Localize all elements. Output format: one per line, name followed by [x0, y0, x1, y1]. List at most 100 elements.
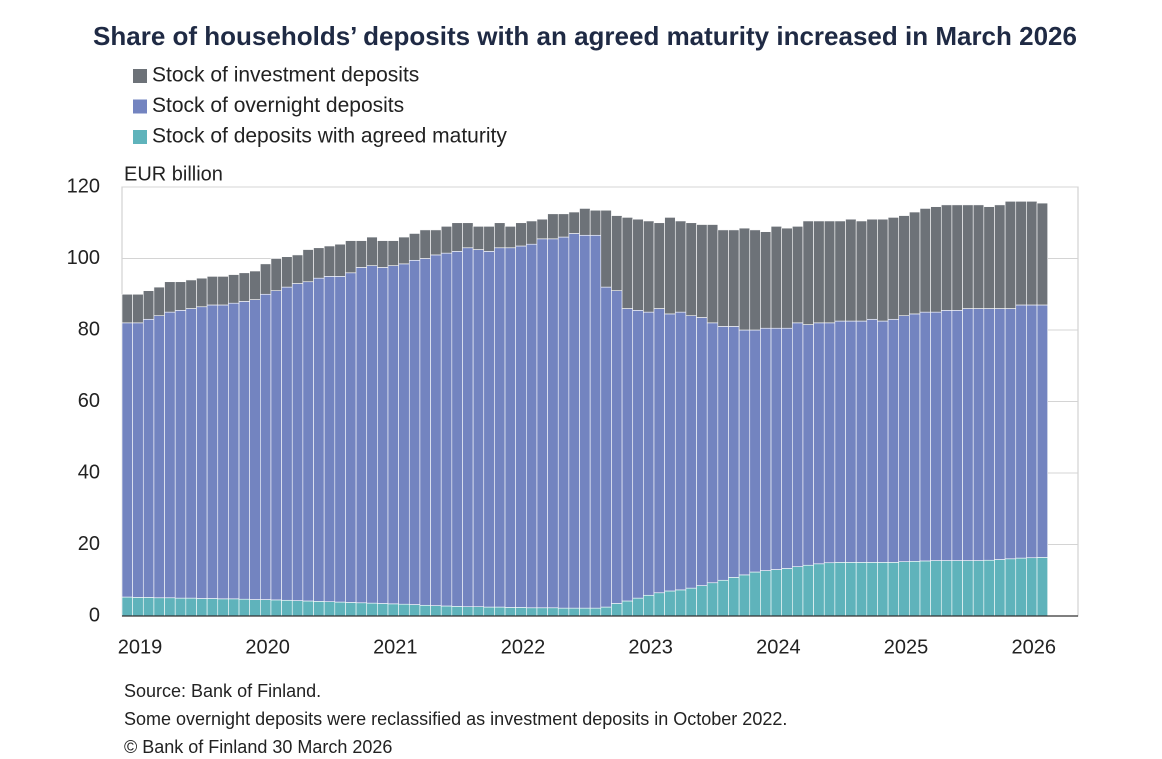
- bar-segment: [568, 607, 580, 617]
- bar-segment: [749, 229, 761, 331]
- bar-segment: [792, 226, 804, 324]
- bar-segment: [398, 603, 410, 617]
- bar-segment: [217, 304, 229, 600]
- bar-segment: [653, 222, 665, 309]
- bar-segment: [238, 272, 250, 302]
- y-tick-label: 20: [78, 533, 100, 555]
- bar-segment: [685, 222, 697, 316]
- bar-segment: [355, 240, 368, 268]
- bar-segment: [345, 272, 357, 603]
- bar-segment: [281, 286, 293, 601]
- bar-segment: [419, 258, 431, 606]
- bar-segment: [802, 324, 814, 566]
- bar-segment: [919, 208, 931, 313]
- bar-segment: [781, 227, 793, 329]
- bar-segment: [270, 290, 282, 601]
- bar-segment: [153, 597, 165, 617]
- bar-segment: [196, 277, 208, 308]
- bar-segment: [536, 607, 548, 617]
- bar-segment: [696, 317, 708, 586]
- bar-segment: [1004, 558, 1017, 617]
- bar-segment: [802, 220, 814, 325]
- bar-segment: [408, 233, 421, 261]
- bar-segment: [685, 587, 697, 617]
- bar-segment: [547, 238, 559, 609]
- bar-segment: [260, 599, 272, 617]
- bar-segment: [621, 600, 634, 617]
- bar-segment: [632, 597, 644, 617]
- x-tick-label: 2024: [756, 636, 801, 658]
- bar-segment: [430, 605, 442, 617]
- bar-segment: [940, 204, 953, 311]
- bar-segment: [994, 204, 1006, 309]
- bar-segment: [770, 569, 782, 617]
- bar-segment: [238, 598, 250, 617]
- bar-segment: [472, 226, 485, 250]
- bar-segment: [1036, 557, 1048, 617]
- bar-segment: [291, 283, 304, 601]
- bar-segment: [494, 222, 506, 249]
- bar-segment: [887, 217, 900, 320]
- bar-segment: [313, 277, 325, 602]
- bar-segment: [260, 263, 272, 295]
- bar-segment: [451, 222, 463, 252]
- bar-segment: [994, 559, 1006, 617]
- bar-segment: [345, 602, 357, 617]
- bar-segment: [164, 597, 176, 617]
- bar-segment: [196, 306, 208, 599]
- bar-segment: [919, 311, 931, 562]
- bar-segment: [632, 310, 644, 599]
- bar-segment: [951, 204, 963, 311]
- bar-segment: [781, 568, 793, 617]
- bar-segment: [1004, 308, 1017, 560]
- bar-segment: [387, 603, 399, 617]
- bar-segment: [621, 217, 634, 309]
- bar-segment: [983, 308, 995, 561]
- bar-segment: [377, 603, 389, 617]
- bar-segment: [451, 251, 463, 607]
- bar-segment: [802, 564, 814, 617]
- bar-segment: [962, 560, 974, 617]
- bar-segment: [579, 234, 591, 609]
- bar-segment: [217, 276, 229, 306]
- x-tick-label: 2023: [628, 636, 673, 658]
- bar-segment: [217, 598, 229, 617]
- bar-segment: [674, 589, 687, 617]
- bar-segment: [174, 597, 187, 617]
- bar-segment: [526, 607, 538, 617]
- bar-segment: [983, 206, 995, 309]
- bar-segment: [749, 329, 761, 573]
- bar-segment: [228, 302, 240, 600]
- bar-segment: [1026, 304, 1038, 559]
- bar-segment: [1015, 304, 1027, 559]
- bar-segment: [334, 243, 346, 277]
- bar-segment: [334, 601, 346, 617]
- bar-segment: [600, 606, 612, 617]
- bar-segment: [770, 226, 782, 329]
- bar-segment: [408, 604, 421, 617]
- bar-segment: [866, 218, 878, 320]
- bar-segment: [515, 245, 527, 608]
- bar-segment: [749, 571, 761, 617]
- bar-segment: [866, 318, 878, 563]
- bar-segment: [1036, 202, 1048, 306]
- bar-segment: [430, 254, 442, 606]
- bar-segment: [398, 263, 410, 605]
- bar-segment: [515, 222, 527, 247]
- bar-segment: [706, 582, 719, 617]
- bar-segment: [494, 247, 506, 608]
- note: © Bank of Finland 30 March 2026: [124, 737, 392, 757]
- bar-segment: [643, 220, 655, 313]
- bar-segment: [568, 233, 580, 609]
- bar-segment: [919, 560, 931, 617]
- bar-segment: [291, 600, 304, 617]
- bar-segment: [557, 607, 570, 617]
- bar-segment: [164, 311, 176, 599]
- y-tick-label: 100: [67, 247, 100, 269]
- bar-segment: [994, 308, 1006, 560]
- bar-segment: [589, 234, 602, 609]
- note: Source: Bank of Finland.: [124, 681, 321, 701]
- bar-segment: [792, 566, 804, 617]
- bar-segment: [142, 290, 155, 320]
- bar-segment: [685, 315, 697, 589]
